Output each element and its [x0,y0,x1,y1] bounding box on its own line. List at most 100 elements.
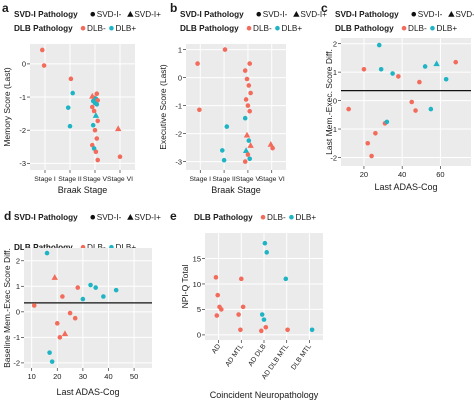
y-axis-label: Last Mem.-Exec. Score Diff. [324,49,334,155]
tick-label-y: 2 [333,39,337,48]
data-point [242,115,248,121]
legend-circle-marker [275,25,280,31]
legend-circle-marker [90,11,96,17]
data-point [247,108,253,114]
data-point [247,156,253,162]
panel-e: e DLB Pathology DLB- DLB+ 0 5 10 15 AD AD MTL AD D… [170,209,323,400]
tick-label-y: -2 [330,153,337,162]
data-point [101,294,106,299]
data-point [80,296,86,302]
y-axis-label: NPI-Q Total [180,265,190,309]
data-point [384,119,390,125]
x-axis-label: Last ADAS-Cog [374,182,437,192]
legend-title: SVD-I Pathology [14,10,78,19]
data-point [47,350,52,355]
data-point [240,304,246,310]
tick-label-y: -1 [19,93,26,102]
data-point [41,63,47,68]
data-point [49,359,55,364]
data-point [309,327,315,333]
tick-label-y: 0 [197,331,201,340]
panel-letter: b [170,1,177,15]
data-point [61,330,69,337]
tick-label-x: AD MTL [224,343,245,368]
data-point [117,154,123,160]
data-point [93,285,98,290]
data-point [378,66,384,72]
data-point [285,327,290,333]
legend-circle-marker [246,25,252,31]
data-point [238,327,243,333]
y-axis-label: Executive Score (Last) [158,64,168,150]
tick-label-x: Stage V [236,176,261,183]
data-point [219,148,225,153]
legend-title: SVD-I Pathology [180,10,244,19]
legend-circle-marker [411,11,417,17]
panel-letter: e [170,209,177,223]
data-point [88,282,93,288]
data-point [65,105,71,110]
tick-label-y: -1 [13,333,20,342]
legend-label: DLB- [87,243,106,252]
data-point [72,315,78,321]
data-point [262,240,268,246]
data-point [95,157,100,163]
tick-label-x: 20 [360,170,368,179]
panel-letter: d [4,209,11,223]
data-point [243,131,251,138]
panel-b: b SVD-I Pathology SVD-I- SVD-I+ DLB Patholog… [158,1,327,195]
data-point [413,108,418,113]
panel-letter: a [2,1,9,15]
data-point [243,97,249,102]
legend-label: DLB- [87,24,106,33]
tick-label-x: Stage I [34,176,56,183]
legend-triangle-marker [127,11,134,17]
data-point [361,66,367,72]
tick-label-x: 10 [28,372,36,381]
data-point [246,138,252,143]
data-point [221,157,227,163]
data-point [115,125,122,132]
legend-triangle-marker [448,11,455,17]
tick-label-y: 0 [178,73,182,82]
tick-label-x: Stage I [190,176,212,183]
data-point [93,149,99,155]
data-point [214,313,220,318]
data-point [245,152,251,157]
panel-c: c SVD-I Pathology SVD-I- SVD-I+ DLB Patholog… [321,1,474,192]
legend-circle-marker [289,214,294,220]
data-point [70,90,75,96]
data-point [195,61,200,66]
data-point [68,76,74,82]
tick-label-y: 15 [193,254,201,263]
data-point [67,310,73,316]
x-axis-label: Braak Stage [58,185,108,195]
legend-label: SVD-I+ [134,213,161,222]
tick-label-x: Stage VI [107,176,133,183]
tick-label-y: -1 [330,125,337,134]
legend-label: DLB- [408,24,427,33]
data-point [215,292,221,298]
data-point [242,147,250,153]
x-axis-label: Braak Stage [211,185,261,195]
data-point [57,335,63,340]
legend-label: SVD-I- [97,10,122,19]
data-point [453,59,459,65]
legend-title: DLB Pathology [194,213,253,222]
tick-label-x: Stage II [58,176,82,183]
data-point [113,287,119,293]
tick-label-y: -1 [175,101,182,110]
data-point [245,103,251,108]
panel-a: a SVD-I Pathology SVD-I- SVD-I+ DLB Patholog… [2,1,161,195]
legend-label: SVD-I+ [300,10,327,19]
legend-label: DLB+ [436,24,457,33]
data-point [247,61,253,66]
data-point [422,64,428,69]
tick-label-x: 50 [130,372,138,381]
plot-background [186,44,286,170]
legend-circle-marker [109,25,114,31]
data-point [261,317,267,322]
data-point [213,275,219,280]
data-point [51,274,58,280]
data-point [409,99,415,105]
